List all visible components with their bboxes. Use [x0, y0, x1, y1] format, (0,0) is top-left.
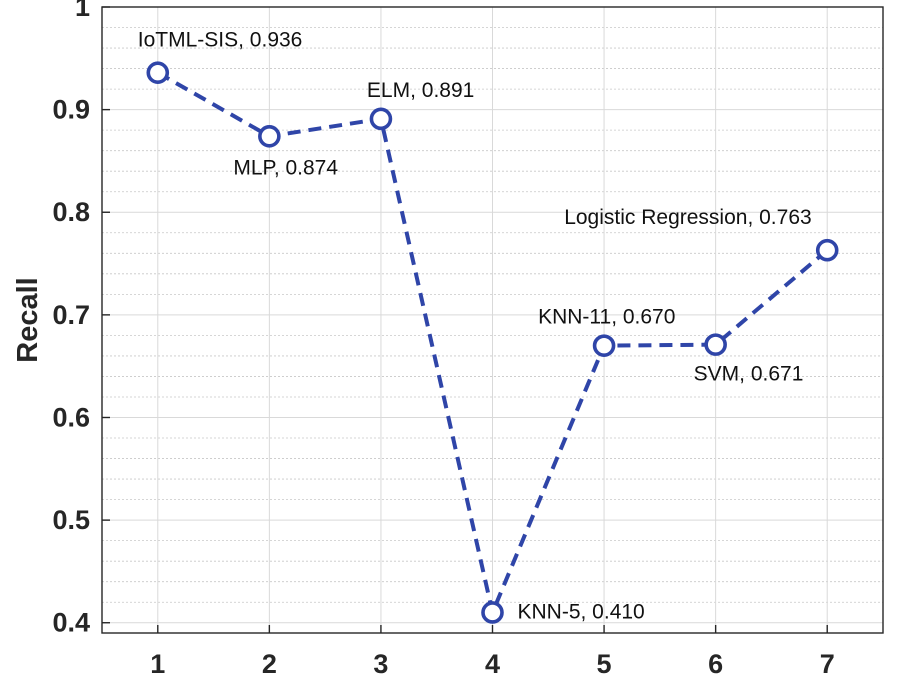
data-point: [481, 601, 504, 624]
y-axis-label: Recall: [12, 277, 44, 362]
data-label: IoTML-SIS, 0.936: [138, 29, 303, 52]
data-label: SVM, 0.671: [694, 363, 804, 386]
y-tick-label: 0.5: [52, 505, 90, 535]
axis-ticks: 0.4 0.5 0.6 0.7 0.8 0.9 1 1 2 3 4 5 6 7: [52, 0, 834, 678]
data-label: MLP, 0.874: [233, 156, 338, 179]
y-tick-label: 1: [75, 0, 90, 22]
x-tick-label: 6: [708, 649, 723, 678]
y-tick-label: 0.9: [52, 95, 90, 125]
data-point: [592, 334, 616, 357]
y-tick-label: 0.4: [52, 608, 90, 638]
data-label: KNN-11, 0.670: [538, 306, 675, 329]
data-labels: IoTML-SIS, 0.936 MLP, 0.874 ELM, 0.891 KNN-…: [138, 29, 812, 624]
x-tick-label: 7: [820, 649, 835, 678]
x-tick-label: 5: [597, 649, 612, 678]
data-point: [369, 107, 393, 131]
data-point: [704, 333, 727, 356]
x-tick-label: 4: [485, 649, 500, 678]
data-label: KNN-5, 0.410: [518, 600, 645, 623]
y-tick-label: 0.6: [52, 402, 90, 432]
x-tick-label: 1: [150, 649, 165, 678]
data-point: [258, 125, 281, 148]
grid: [102, 6, 883, 633]
data-label: Logistic Regression, 0.763: [564, 206, 811, 229]
y-tick-label: 0.7: [52, 300, 90, 330]
x-tick-label: 2: [262, 649, 277, 678]
data-point: [146, 61, 170, 84]
y-tick-label: 0.8: [52, 197, 90, 227]
data-point: [815, 238, 839, 262]
series: [146, 61, 839, 624]
x-tick-label: 3: [373, 649, 388, 678]
data-label: ELM, 0.891: [367, 79, 474, 102]
